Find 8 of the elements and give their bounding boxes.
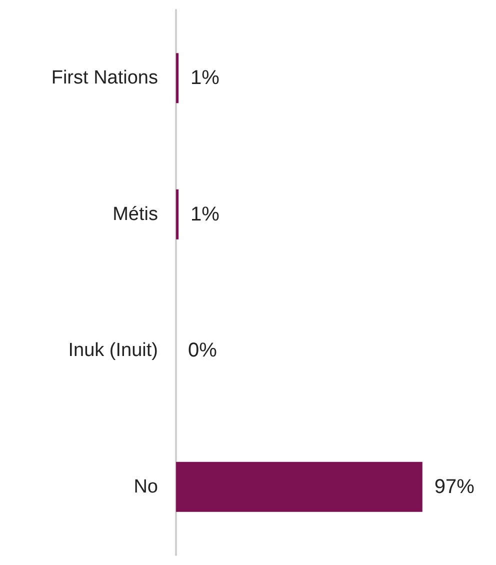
y-tick-label: No: [134, 476, 158, 498]
y-tick-label: First Nations: [51, 68, 158, 89]
data-label: 0%: [188, 340, 218, 362]
data-label: 1%: [190, 203, 220, 226]
y-tick-label: Inuk (Inuit): [68, 340, 158, 362]
data-label: 97%: [434, 476, 475, 498]
y-tick-label: Métis: [112, 204, 158, 225]
data-label: 1%: [190, 67, 220, 90]
